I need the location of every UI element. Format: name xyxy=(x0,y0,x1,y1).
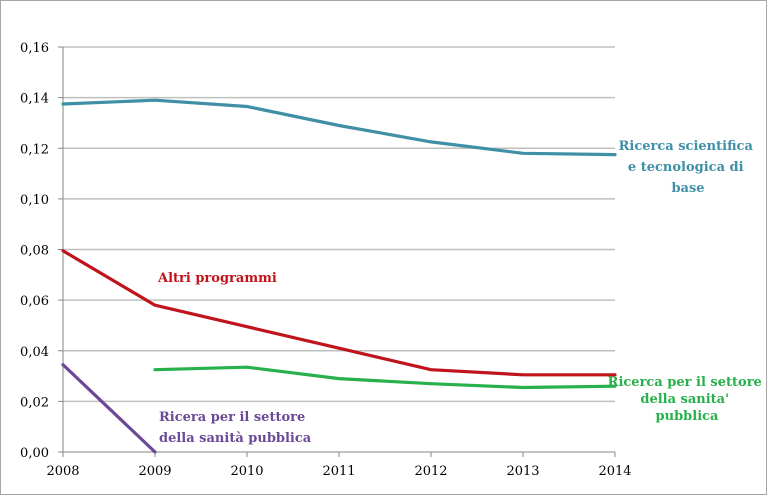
y-tick-label: 0,10 xyxy=(20,193,49,208)
series-lines xyxy=(61,98,617,454)
y-tick-label: 0,12 xyxy=(20,142,49,157)
label-ricera-sanita-viola: Ricera per il settore della sanità pubbl… xyxy=(159,410,312,446)
y-tick-label: 0,00 xyxy=(20,446,49,461)
x-tick-label: 2014 xyxy=(598,464,631,479)
y-tick-label: 0,02 xyxy=(20,395,49,410)
series-line-altri_programmi xyxy=(61,249,617,377)
x-tick-label: 2008 xyxy=(46,464,79,479)
y-tick-label: 0,16 xyxy=(20,41,49,56)
y-tick-label: 0,14 xyxy=(20,92,49,107)
series-line-ricerca_sanita xyxy=(153,365,617,390)
x-tick-label: 2011 xyxy=(322,464,355,479)
x-tick-labels: 2008 2009 2010 2011 2012 2013 2014 xyxy=(46,452,632,479)
x-tick-label: 2012 xyxy=(414,464,447,479)
y-tick-label: 0,08 xyxy=(20,244,49,259)
y-tick-label: 0,06 xyxy=(20,294,49,309)
label-ricerca-base: Ricerca scientifica e tecnologica di bas… xyxy=(619,139,758,196)
series-line-ricera_sanita_viola xyxy=(61,363,157,454)
x-tick-label: 2013 xyxy=(506,464,539,479)
x-tick-label: 2010 xyxy=(230,464,263,479)
label-altri-programmi: Altri programmi xyxy=(157,271,277,286)
y-tick-labels: 0,00 0,02 0,04 0,06 0,08 0,10 0,12 0,14 0,16 xyxy=(20,41,63,461)
gridlines xyxy=(63,46,615,403)
series-line-ricerca_base xyxy=(61,98,617,157)
label-ricerca-sanita: Ricerca per il settore della sanita' pub… xyxy=(608,375,767,424)
x-tick-label: 2009 xyxy=(138,464,171,479)
y-tick-label: 0,04 xyxy=(20,345,49,360)
